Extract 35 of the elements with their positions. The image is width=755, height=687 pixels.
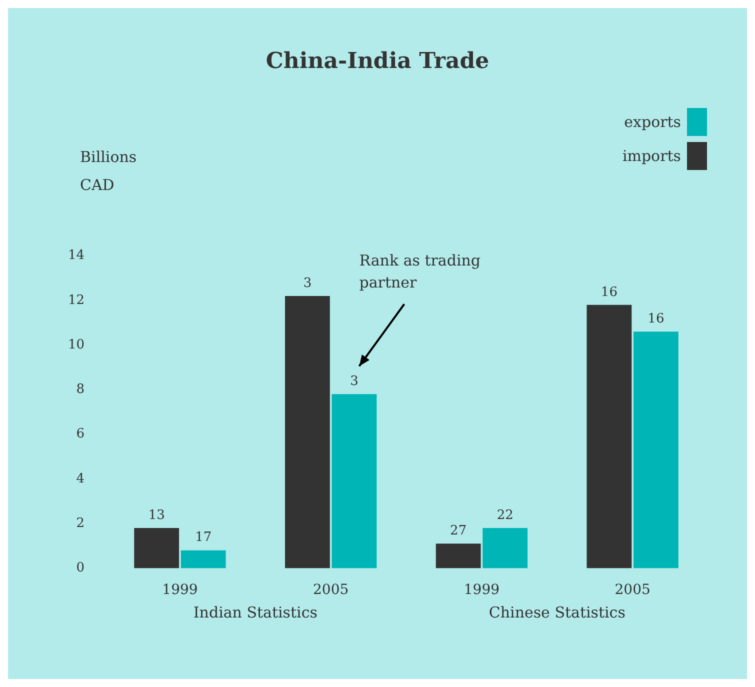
annotation: 16	[600, 284, 618, 300]
legend-label: imports	[622, 147, 681, 165]
chart-title: China-India Trade	[264, 48, 490, 74]
y-axis-title: Billions CAD	[80, 147, 137, 196]
annotation: 22	[496, 508, 514, 523]
legend-label: exports	[624, 113, 681, 131]
x-tick-label: 1999	[464, 582, 500, 598]
y-tick-label: 14	[68, 248, 85, 264]
annotation: 27	[450, 524, 467, 539]
annotation: 3	[350, 374, 358, 390]
y-tick-label: 10	[68, 337, 85, 352]
x-tick-label: 2005	[313, 582, 349, 598]
text: Chinese Statistics	[488, 604, 626, 622]
annotation: 13	[148, 508, 165, 523]
bar	[586, 304, 632, 568]
bar	[436, 544, 481, 568]
y-tick-label: 2	[76, 516, 85, 531]
annotation: 17	[195, 530, 212, 546]
y-tick-label: 6	[76, 426, 85, 442]
x-tick-label: 1999	[162, 582, 198, 598]
annotation: 16	[648, 312, 664, 327]
bar	[332, 394, 377, 568]
x-tick-label: 2005	[614, 582, 650, 598]
y-tick-label: 8	[76, 382, 85, 398]
annotation: Rank as trading partner	[359, 252, 481, 292]
bar	[482, 528, 528, 568]
y-tick-label: 0	[76, 560, 85, 576]
y-tick-label: 12	[68, 292, 85, 308]
annotation: 3	[303, 276, 312, 291]
bar	[285, 296, 330, 568]
bar	[134, 528, 180, 568]
bar	[634, 332, 678, 568]
y-tick-label: 4	[76, 471, 85, 486]
bar	[180, 550, 226, 568]
text: Indian Statistics	[193, 604, 318, 622]
